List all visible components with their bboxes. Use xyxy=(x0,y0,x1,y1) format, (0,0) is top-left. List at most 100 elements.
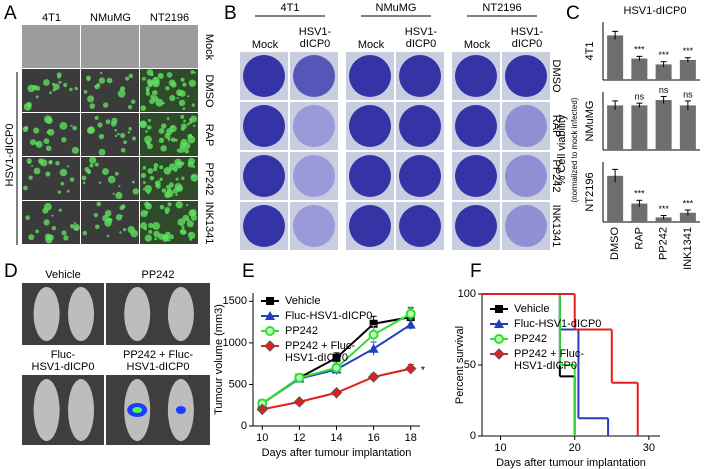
fluorescence xyxy=(180,77,185,82)
fluorescence xyxy=(149,79,155,85)
marker xyxy=(367,371,380,383)
fluorescence xyxy=(145,210,149,214)
fluorescence xyxy=(93,212,99,218)
legend-label: PP242 xyxy=(514,333,547,345)
column-header: Mock xyxy=(252,39,279,51)
fluorescence xyxy=(193,71,196,74)
row-label: NT2196 xyxy=(584,172,596,211)
micrograph xyxy=(81,25,139,68)
legend-marker xyxy=(266,297,274,305)
plate xyxy=(349,155,391,197)
fluorescence xyxy=(102,168,109,176)
fluorescence xyxy=(180,114,185,119)
fluorescence xyxy=(142,166,147,170)
fluorescence xyxy=(112,192,115,195)
fluorescence xyxy=(72,125,77,131)
fluorescence xyxy=(132,136,137,141)
fluorescence xyxy=(94,162,99,167)
x-tick-label: 16 xyxy=(367,432,379,444)
fluorescence xyxy=(144,234,152,242)
column-header: HSV1-dICP0 xyxy=(511,26,544,50)
fluorescence xyxy=(182,214,190,222)
fluorescence xyxy=(187,95,190,98)
x-tick-label: 30 xyxy=(643,442,655,454)
fluorescence xyxy=(158,127,165,134)
fluorescence xyxy=(89,163,94,168)
fluorescence xyxy=(70,124,73,127)
bioluminescence-image xyxy=(106,375,210,445)
fluorescence xyxy=(188,232,192,235)
fluorescence xyxy=(183,119,186,123)
fluorescence xyxy=(98,133,105,140)
fluorescence xyxy=(139,120,148,129)
fluorescence xyxy=(169,95,176,102)
row-label: PP242 xyxy=(550,159,562,192)
bar xyxy=(655,64,672,80)
marker xyxy=(256,403,268,416)
fluorescence xyxy=(131,180,135,184)
bar xyxy=(655,217,672,222)
fluorescence xyxy=(175,193,178,197)
bar xyxy=(631,105,648,150)
fluorescence xyxy=(159,177,163,181)
plate xyxy=(243,105,285,147)
significance: ns xyxy=(635,92,645,102)
x-axis-label: Days after tumour implantation xyxy=(262,447,412,459)
fluorescence xyxy=(22,126,29,133)
marker xyxy=(294,372,305,383)
fluorescence xyxy=(176,89,184,97)
x-tick-label: 14 xyxy=(330,432,342,444)
fluorescence xyxy=(144,135,152,144)
fluorescence xyxy=(120,147,126,153)
fluorescence xyxy=(114,134,118,138)
fluorescence xyxy=(147,118,151,122)
column-header: HSV1-dICP0 xyxy=(405,26,438,50)
fluorescence xyxy=(146,141,150,145)
mouse xyxy=(33,287,60,341)
fluorescence xyxy=(132,188,139,195)
plate xyxy=(505,55,547,97)
fluorescence xyxy=(165,86,170,91)
plate xyxy=(455,205,497,247)
mouse xyxy=(33,379,60,441)
fluorescence xyxy=(96,83,101,88)
fluorescence xyxy=(23,185,28,191)
fluorescence xyxy=(118,185,121,188)
fluorescence xyxy=(75,226,78,230)
x-tick-label: DMSO xyxy=(609,227,621,260)
fluorescence xyxy=(144,185,152,193)
bar xyxy=(607,175,624,222)
plate xyxy=(243,205,285,247)
fluorescence xyxy=(102,214,109,222)
fluorescence xyxy=(29,139,37,146)
fluorescence xyxy=(48,160,53,165)
panel-label: D xyxy=(4,261,18,282)
plate xyxy=(349,205,391,247)
panel-label: B xyxy=(224,3,237,24)
fluorescence xyxy=(51,225,57,231)
signal xyxy=(175,406,186,414)
marker xyxy=(405,362,417,375)
y-tick-label: 1500 xyxy=(223,295,247,307)
legend-marker xyxy=(264,340,276,352)
fluorescence xyxy=(89,156,97,164)
fluorescence xyxy=(31,165,34,168)
fluorescence xyxy=(82,181,86,185)
legend-marker xyxy=(493,348,505,360)
fluorescence xyxy=(59,121,68,130)
fluorescence xyxy=(122,228,127,232)
panel-label: F xyxy=(470,261,482,282)
bar xyxy=(679,212,696,222)
plate xyxy=(349,55,391,97)
fluorescence xyxy=(49,91,52,95)
row-label: INK1341 xyxy=(203,202,215,245)
legend-label: PP242 + Fluc-HSV1-dICP0 xyxy=(514,348,584,372)
fluorescence xyxy=(63,82,68,88)
fluorescence xyxy=(150,73,154,77)
fluorescence xyxy=(128,73,134,79)
fluorescence xyxy=(28,234,35,241)
x-tick-label: 20 xyxy=(569,442,581,454)
fluorescence xyxy=(47,128,55,136)
fluorescence xyxy=(33,127,40,134)
fluorescence xyxy=(160,123,167,129)
